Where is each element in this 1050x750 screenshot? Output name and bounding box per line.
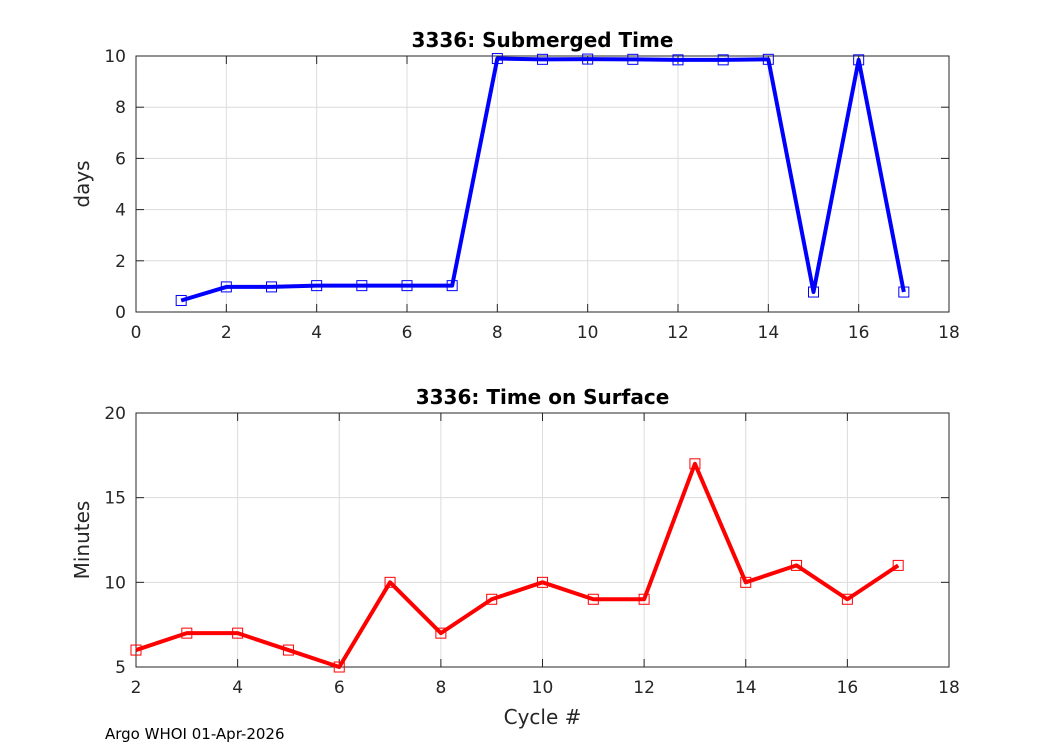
chart-title: 3336: Submerged Time <box>412 28 674 52</box>
x-axis-label: Cycle # <box>504 705 582 729</box>
data-point <box>740 576 752 588</box>
x-tick-label: 6 <box>402 323 413 343</box>
x-tick-label: 10 <box>532 678 554 698</box>
data-point <box>446 280 458 292</box>
data-point <box>333 661 345 673</box>
footer-text: Argo WHOI 01-Apr-2026 <box>105 725 285 743</box>
x-tick-label: 18 <box>938 323 960 343</box>
axes-box <box>135 412 950 668</box>
data-point <box>384 576 396 588</box>
y-tick-label: 6 <box>115 149 126 169</box>
x-tick-label: 2 <box>221 323 232 343</box>
data-point <box>181 627 193 639</box>
series-line <box>180 56 906 303</box>
x-tick-label: 12 <box>667 323 689 343</box>
x-tick-label: 16 <box>837 678 859 698</box>
data-point <box>892 559 904 571</box>
data-point <box>762 53 774 65</box>
data-point <box>808 286 819 298</box>
data-point <box>401 280 413 292</box>
data-point <box>638 593 650 605</box>
subplot-2: 2 4 6 8 10 12 14 16 18 5 10 15 20 3336: Time on Surfa… <box>70 385 960 729</box>
data-point <box>537 576 548 588</box>
data-point <box>356 280 368 292</box>
x-tick-label: 16 <box>848 323 870 343</box>
y-tick-label: 4 <box>115 201 126 221</box>
y-tick-label: 15 <box>104 489 126 509</box>
x-tick-label: 8 <box>435 678 446 698</box>
data-point <box>130 644 142 656</box>
data-point <box>582 53 594 65</box>
data-point <box>282 644 294 656</box>
x-tick-label: 10 <box>577 323 599 343</box>
data-point <box>491 53 503 65</box>
data-point <box>841 593 853 605</box>
data-point <box>587 593 599 605</box>
data-point <box>717 54 729 66</box>
x-tick-label: 0 <box>131 323 142 343</box>
y-axis-label: Minutes <box>70 501 94 580</box>
data-point <box>232 627 244 639</box>
data-point <box>672 54 684 66</box>
y-tick-label: 8 <box>115 98 126 118</box>
x-tick-label: 14 <box>758 323 780 343</box>
data-point <box>898 286 910 298</box>
x-tick-label: 14 <box>735 678 757 698</box>
chart-title: 3336: Time on Surface <box>416 385 670 409</box>
data-point <box>266 281 277 293</box>
y-tick-label: 10 <box>104 47 126 67</box>
data-point <box>220 281 232 293</box>
x-tick-label: 18 <box>938 678 960 698</box>
y-tick-label: 10 <box>104 573 126 593</box>
y-axis-label: days <box>70 160 94 207</box>
data-point <box>311 280 323 292</box>
data-point <box>627 53 639 65</box>
x-tick-label: 2 <box>131 678 142 698</box>
data-point <box>175 294 187 306</box>
y-tick-label: 2 <box>115 252 126 272</box>
series-line <box>135 461 900 669</box>
data-point <box>791 559 803 571</box>
y-tick-label: 20 <box>104 404 126 424</box>
x-tick-label: 4 <box>311 323 322 343</box>
plot-area <box>136 56 949 312</box>
data-point <box>853 54 865 66</box>
axes-box <box>135 55 950 313</box>
x-tick-label: 6 <box>334 678 345 698</box>
data-point <box>435 627 447 639</box>
data-point <box>486 593 498 605</box>
y-tick-label: 0 <box>115 303 126 323</box>
data-point <box>537 53 548 65</box>
x-tick-label: 4 <box>232 678 243 698</box>
y-tick-label: 5 <box>115 658 126 678</box>
subplot-1: 0 2 4 6 8 10 12 14 16 18 0 2 4 6 8 10 3336: Submerged Ti… <box>70 28 960 343</box>
x-tick-label: 12 <box>633 678 655 698</box>
data-point <box>689 458 701 470</box>
x-tick-label: 8 <box>492 323 503 343</box>
